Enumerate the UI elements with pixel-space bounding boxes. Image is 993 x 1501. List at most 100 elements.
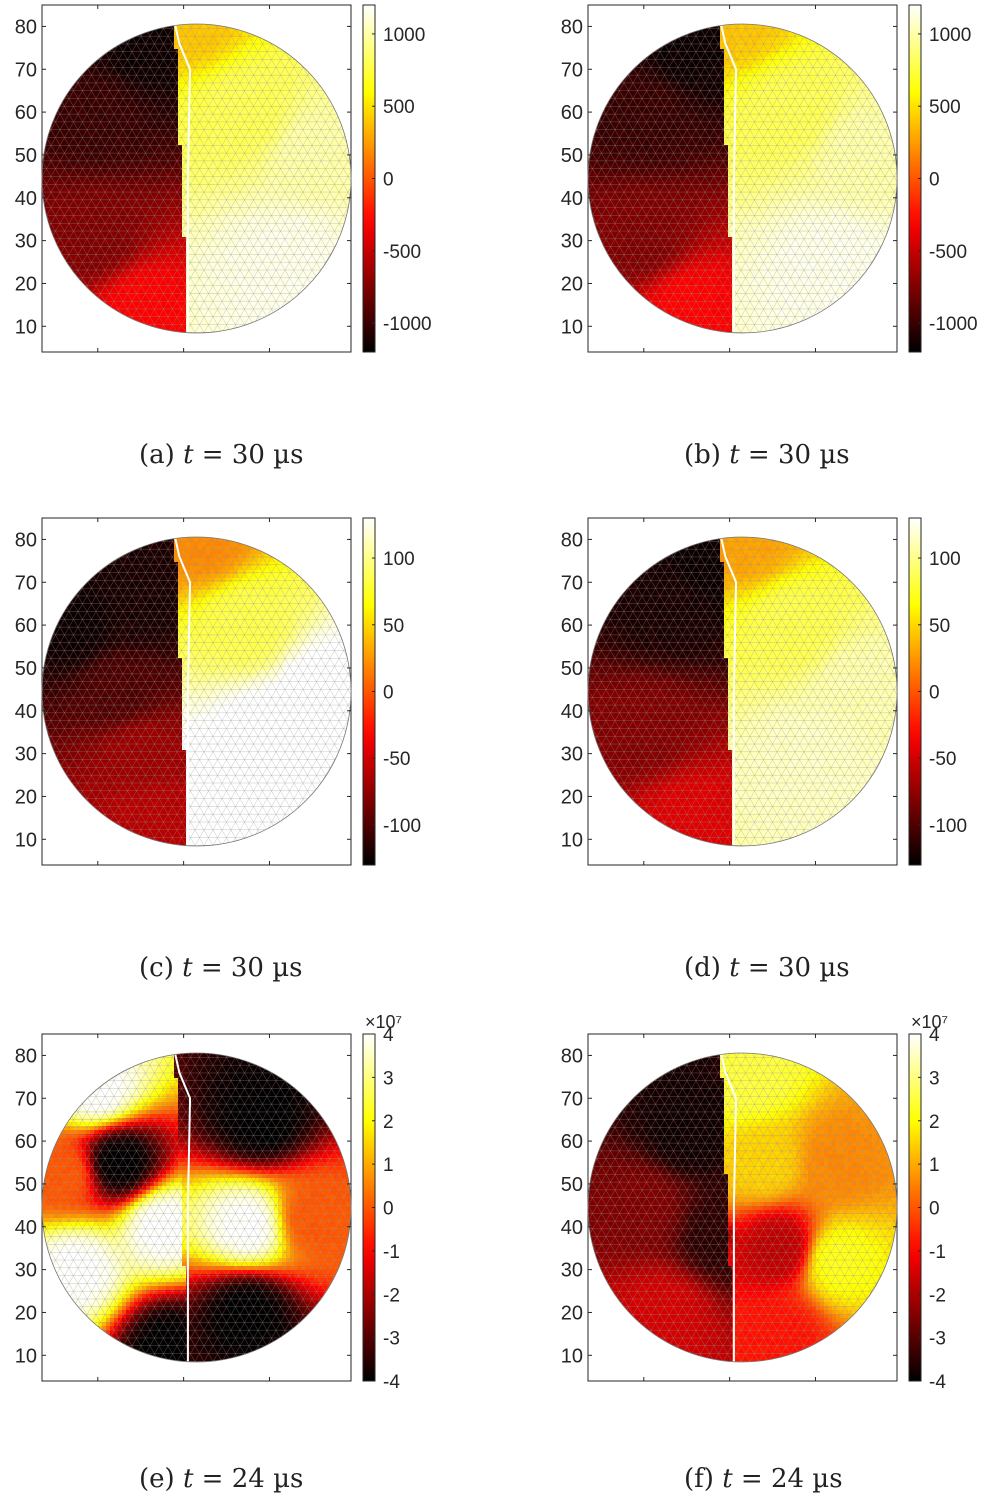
y-tick-label: 20 <box>15 273 37 295</box>
caption-e-eq: = 24 µs <box>202 1464 304 1494</box>
y-tick-label: 50 <box>15 1174 37 1196</box>
colorbar-exponent: ×10⁷ <box>911 1012 948 1032</box>
x-tick-label: 40 <box>87 1394 109 1395</box>
y-tick-label: 10 <box>561 1345 583 1367</box>
colorbar-tick-label: 50 <box>383 616 404 637</box>
colorbar-tick-label: 50 <box>929 616 950 637</box>
y-tick-label: 60 <box>561 1131 583 1153</box>
panel-f: 406080102030405060708043210-1-2-3-4×10⁷ <box>500 1005 993 1416</box>
colorbar-tick-label: 1 <box>929 1155 940 1176</box>
caption-d-label: (d) <box>684 953 721 983</box>
colorbar-tick-label: -2 <box>383 1285 400 1306</box>
caption-c: (c) t = 30 µs <box>139 953 302 983</box>
colorbar-tick-label: 3 <box>929 1068 940 1089</box>
y-tick-label: 50 <box>561 658 583 680</box>
y-tick-label: 30 <box>15 744 37 766</box>
x-tick-label: 40 <box>633 1394 655 1395</box>
caption-e: (e) t = 24 µs <box>139 1464 303 1494</box>
y-tick-label: 50 <box>15 145 37 167</box>
caption-c-var: t <box>182 953 192 983</box>
y-tick-label: 40 <box>561 188 583 210</box>
y-tick-label: 20 <box>561 1302 583 1324</box>
y-tick-label: 10 <box>15 316 37 338</box>
colorbar-tick-label: 0 <box>383 683 394 704</box>
caption-b-label: (b) <box>684 440 721 470</box>
colorbar-tick-label: 0 <box>383 170 394 191</box>
colorbar-tick-label: -1 <box>929 1242 946 1263</box>
colorbar-tick-label: 4 <box>383 1025 394 1046</box>
y-tick-label: 80 <box>561 1045 583 1067</box>
crack-line <box>720 1053 738 1362</box>
y-tick-label: 80 <box>15 529 37 551</box>
crack-line <box>174 1053 192 1362</box>
colorbar-tick-label: 500 <box>929 97 961 118</box>
colorbar-tick-label: -2 <box>929 1285 946 1306</box>
disk-outline <box>41 1052 352 1363</box>
colorbar-tick-label: 0 <box>929 1199 940 1220</box>
caption-c-label: (c) <box>139 953 174 983</box>
caption-f: (f) t = 24 µs <box>684 1464 843 1494</box>
y-tick-label: 30 <box>15 1260 37 1282</box>
y-tick-label: 70 <box>561 59 583 81</box>
y-tick-label: 50 <box>561 1174 583 1196</box>
colorbar-tick-label: 1000 <box>383 25 425 46</box>
y-tick-label: 60 <box>15 102 37 124</box>
y-tick-label: 10 <box>15 1345 37 1367</box>
crack-line <box>174 24 192 333</box>
caption-b-eq: = 30 µs <box>748 440 850 470</box>
y-tick-label: 10 <box>561 316 583 338</box>
caption-d-var: t <box>729 953 739 983</box>
colorbar-tick-label: -50 <box>383 749 410 770</box>
y-tick-label: 40 <box>15 701 37 723</box>
colorbar-tick-label: -500 <box>929 242 967 263</box>
colorbar-tick-label: -1000 <box>929 314 978 335</box>
caption-e-var: t <box>183 1464 193 1494</box>
colorbar-tick-label: 100 <box>929 549 961 570</box>
colorbar-tick-label: 0 <box>929 170 940 191</box>
caption-a-eq: = 30 µs <box>202 440 304 470</box>
y-tick-label: 70 <box>15 59 37 81</box>
panel-a: 406080102030405060708010005000-500-1000 <box>0 0 470 387</box>
y-tick-label: 40 <box>561 701 583 723</box>
y-tick-label: 80 <box>15 1045 37 1067</box>
caption-a-label: (a) <box>139 440 175 470</box>
y-tick-label: 20 <box>15 1302 37 1324</box>
colorbar-tick-label: 3 <box>383 1068 394 1089</box>
panel-c: 4060801020304050607080100500-50-100 <box>0 512 470 900</box>
colorbar-tick-label: -100 <box>929 816 967 837</box>
caption-e-label: (e) <box>139 1464 175 1494</box>
y-tick-label: 80 <box>15 16 37 38</box>
panel-d: 4060801020304050607080100500-50-100 <box>500 512 993 900</box>
colorbar-tick-label: 1 <box>383 1155 394 1176</box>
caption-c-eq: = 30 µs <box>201 953 303 983</box>
colorbar-tick-label: -1 <box>383 1242 400 1263</box>
y-tick-label: 40 <box>15 188 37 210</box>
y-tick-label: 70 <box>561 572 583 594</box>
y-tick-label: 20 <box>15 786 37 808</box>
disk-outline <box>41 536 352 847</box>
colorbar-tick-label: -4 <box>929 1372 946 1393</box>
x-tick-label: 80 <box>258 1394 280 1395</box>
colorbar-tick-label: -500 <box>383 242 421 263</box>
y-tick-label: 80 <box>561 529 583 551</box>
plot-b: 406080102030405060708010005000-500-1000 <box>561 4 978 387</box>
colorbar-exponent: ×10⁷ <box>365 1012 402 1032</box>
y-tick-label: 20 <box>561 273 583 295</box>
y-tick-label: 60 <box>15 1131 37 1153</box>
y-tick-label: 50 <box>561 145 583 167</box>
y-tick-label: 70 <box>15 572 37 594</box>
crack-line <box>720 537 738 846</box>
colorbar-tick-label: -100 <box>383 816 421 837</box>
y-tick-label: 30 <box>15 231 37 253</box>
y-tick-label: 40 <box>561 1217 583 1239</box>
colorbar-tick-label: -4 <box>383 1372 400 1393</box>
disk-outline <box>587 1052 898 1363</box>
disk-outline <box>41 23 352 334</box>
x-tick-label: 60 <box>719 1394 741 1395</box>
disk-outline <box>587 536 898 847</box>
colorbar-tick-label: 2 <box>383 1112 394 1133</box>
plot-a: 406080102030405060708010005000-500-1000 <box>15 4 432 387</box>
y-tick-label: 50 <box>15 658 37 680</box>
y-tick-label: 80 <box>561 16 583 38</box>
caption-f-var: t <box>722 1464 732 1494</box>
